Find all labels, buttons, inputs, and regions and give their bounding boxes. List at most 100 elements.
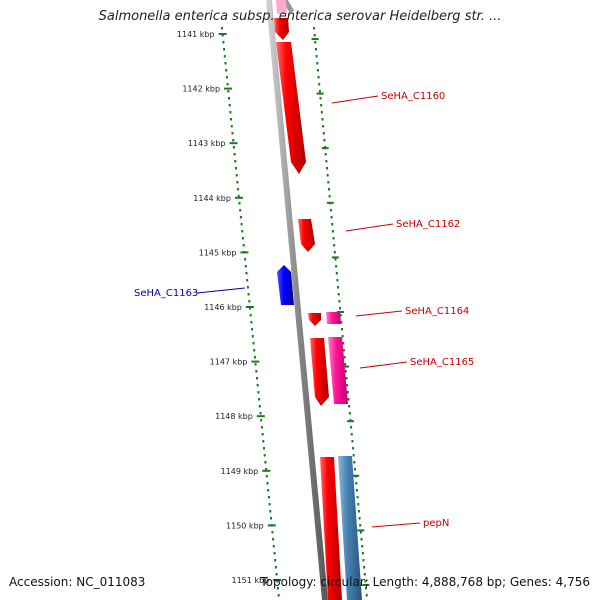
gene-label-seha-c1160[interactable]: SeHA_C1160 <box>381 91 445 102</box>
track-dot <box>325 160 328 163</box>
track-dot <box>331 230 334 233</box>
track-dot <box>332 237 335 240</box>
tick-label: 1143 kbp <box>188 139 226 148</box>
gene-label-pepn[interactable]: pepN <box>423 518 449 529</box>
track-dot <box>231 132 234 135</box>
track-dot <box>257 391 260 394</box>
track-dot <box>328 195 331 198</box>
track-dot <box>313 34 316 37</box>
gene-feature-seha-c1164-pink[interactable] <box>326 312 341 324</box>
tick-mark-right <box>316 92 324 95</box>
track-dot <box>266 482 269 485</box>
track-dot <box>354 468 357 471</box>
track-dot <box>365 594 368 597</box>
tick-mark <box>256 415 265 418</box>
track-dot <box>246 279 249 282</box>
gene-feature-pepn-steel[interactable] <box>338 456 362 600</box>
track-dot <box>253 349 256 352</box>
track-dot <box>359 531 362 534</box>
label-line-seha-c1165 <box>359 361 408 369</box>
track-dot <box>267 496 270 499</box>
tick-mark <box>273 579 282 581</box>
track-dot <box>361 552 364 555</box>
gene-label-seha-c1164[interactable]: SeHA_C1164 <box>405 306 469 317</box>
track-dot <box>352 447 355 450</box>
track-dot <box>348 405 351 408</box>
track-dot <box>277 594 280 597</box>
track-dot <box>335 265 338 268</box>
track-dot <box>230 118 233 121</box>
track-dot <box>340 321 343 324</box>
track-dot <box>260 419 263 422</box>
tick-mark <box>262 469 271 472</box>
track-dot <box>254 363 257 366</box>
tick-mark-right <box>342 365 350 368</box>
tick-mark <box>234 196 243 199</box>
gene-feature[interactable] <box>274 18 289 40</box>
track-dot <box>330 216 333 219</box>
tick-label: 1148 kbp <box>215 412 253 421</box>
track-dot <box>250 321 253 324</box>
track-dot <box>337 286 340 289</box>
track-dot <box>271 531 274 534</box>
track-dot <box>245 272 248 275</box>
track-dot <box>352 454 355 457</box>
track-dot <box>347 398 350 401</box>
gene-feature-seha-c1163[interactable] <box>277 265 294 305</box>
track-dot <box>346 384 349 387</box>
gene-feature-seha-c1160[interactable] <box>276 42 306 174</box>
track-dot <box>329 209 332 212</box>
track-dot <box>321 118 324 121</box>
track-dot <box>350 433 353 436</box>
dotted-track-left <box>221 27 280 597</box>
track-dot <box>342 342 345 345</box>
track-dot <box>365 587 368 590</box>
gene-feature-pink-top[interactable] <box>276 0 287 14</box>
gene-label-seha-c1162[interactable]: SeHA_C1162 <box>396 219 460 230</box>
backbone-line-upper <box>282 0 295 14</box>
track-dot <box>338 300 341 303</box>
track-dot <box>269 510 272 513</box>
track-dot <box>357 510 360 513</box>
track-dot <box>260 426 263 429</box>
track-dot <box>335 272 338 275</box>
track-dot <box>251 328 254 331</box>
track-dot <box>358 517 361 520</box>
track-dot <box>268 503 271 506</box>
track-dot <box>355 482 358 485</box>
track-dot <box>241 230 244 233</box>
track-dot <box>316 62 319 65</box>
accession-text: Accession: NC_011083 <box>9 575 146 589</box>
track-dot <box>276 580 279 583</box>
track-dot <box>344 363 347 366</box>
label-line-pepn <box>371 522 421 528</box>
track-dot <box>275 573 278 576</box>
track-dot <box>228 104 231 107</box>
track-dot <box>255 370 258 373</box>
gene-label-seha-c1163[interactable]: SeHA_C1163 <box>134 288 198 299</box>
track-dot <box>343 356 346 359</box>
track-dot <box>247 293 250 296</box>
gene-feature-seha-c1164-red[interactable] <box>308 313 321 326</box>
gene-feature-seha-c1165-pink[interactable] <box>328 337 348 404</box>
gene-feature-seha-c1162[interactable] <box>298 219 315 252</box>
track-dot <box>261 433 264 436</box>
track-dot <box>228 97 230 100</box>
track-dot <box>253 356 256 359</box>
track-dot <box>246 286 249 289</box>
backbone-line <box>266 0 328 600</box>
track-dot <box>225 76 228 79</box>
track-dot <box>251 335 254 338</box>
track-dot <box>232 146 235 149</box>
track-dot <box>239 216 242 219</box>
label-line-seha-c1162 <box>345 223 394 232</box>
tick-mark-right <box>331 256 339 259</box>
tick-mark <box>218 33 227 35</box>
track-dot <box>316 69 319 72</box>
gene-label-seha-c1165[interactable]: SeHA_C1165 <box>410 357 474 368</box>
tick-label: 1141 kbp <box>177 30 215 39</box>
gene-feature-seha-c1165-red[interactable] <box>310 338 329 406</box>
gene-feature-pepn-red[interactable] <box>320 457 342 600</box>
tick-mark <box>251 360 260 363</box>
track-dot <box>248 300 251 303</box>
